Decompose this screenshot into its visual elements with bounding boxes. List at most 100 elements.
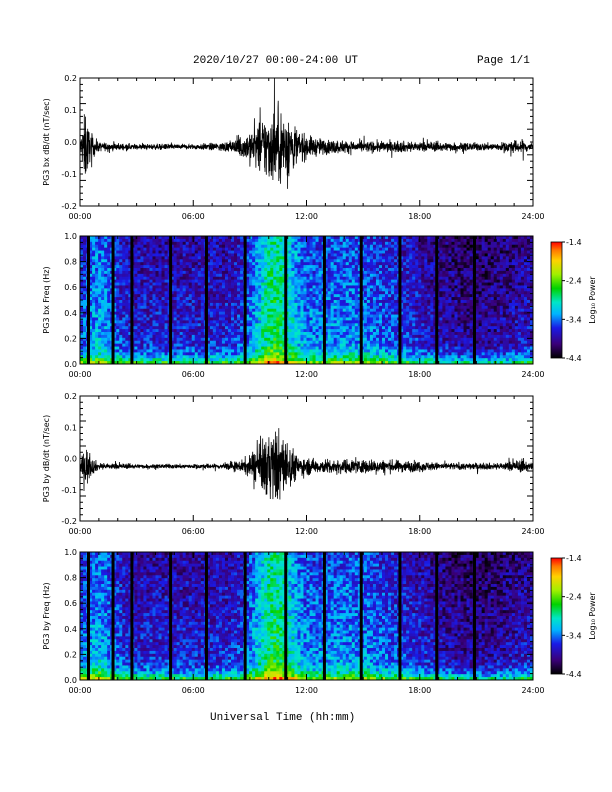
spectrogram-cell (161, 282, 165, 286)
spectrogram-cell (378, 259, 383, 263)
y-tick-label: 0.0 (64, 138, 77, 147)
spectrogram-cell (297, 273, 301, 278)
spectrogram-cell (261, 337, 265, 342)
spectrogram-cell (240, 279, 244, 283)
spectrogram-cell (143, 297, 147, 301)
spectrogram-cell (333, 305, 338, 310)
spectrogram-cell (273, 302, 277, 307)
spectrogram-cell (206, 302, 211, 307)
spectrogram-cell (176, 340, 181, 345)
spectrogram-cell (158, 259, 162, 263)
spectrogram-cell (140, 323, 144, 327)
spectrogram-cell (385, 282, 389, 286)
spectrogram-cell (237, 346, 241, 350)
spectrogram-cell (179, 343, 184, 347)
spectrogram-cell (83, 352, 87, 356)
spectrogram-cell (224, 346, 229, 350)
spectrogram-cell (385, 355, 389, 359)
spectrogram-cell (303, 294, 307, 298)
spectrogram-cell (312, 250, 316, 254)
spectrogram-cell (188, 334, 193, 339)
spectrogram-cell (345, 276, 350, 281)
spectrogram-cell (158, 297, 162, 301)
spectrogram-cell (212, 326, 217, 330)
spectrogram-cell (158, 273, 162, 278)
spectrogram-cell (354, 256, 359, 260)
spectrogram-cell (366, 285, 371, 289)
spectrogram-cell (288, 259, 292, 263)
spectrogram-cell (273, 352, 277, 356)
spectrogram-cell (400, 291, 404, 295)
spectrogram-cell (194, 349, 199, 353)
spectrogram-cell (348, 346, 353, 350)
spectrogram-cell (143, 349, 147, 353)
spectrogram-cell (89, 355, 93, 359)
spectrogram-cell (119, 241, 123, 246)
spectrogram-cell (312, 361, 316, 364)
spectrogram-cell (137, 308, 141, 313)
spectrogram-cell (342, 253, 347, 257)
spectrogram-cell (412, 282, 416, 286)
spectrogram-cell (224, 352, 229, 356)
spectrogram-cell (252, 294, 256, 298)
spectrogram-cell (240, 276, 244, 281)
spectrogram-cell (375, 314, 380, 318)
spectrogram-cell (215, 238, 220, 243)
spectrogram-cell (315, 332, 319, 336)
spectrogram-cell (300, 282, 304, 286)
spectrogram-cell (385, 358, 389, 362)
spectrogram-cell (382, 273, 386, 278)
spectrogram-cell (227, 294, 232, 298)
spectrogram-cell (122, 238, 126, 243)
spectrogram-cell (194, 355, 199, 359)
spectrogram-cell (400, 352, 404, 356)
spectrogram-cell (200, 317, 205, 321)
spectrogram-cell (276, 358, 280, 362)
spectrogram-cell (324, 311, 329, 315)
spectrogram-cell (101, 279, 105, 283)
spectrogram-cell (197, 291, 202, 295)
spectrogram-cell (261, 297, 265, 301)
spectrogram-cell (176, 276, 181, 281)
spectrogram-cell (104, 256, 108, 260)
spectrogram-cell (89, 259, 93, 263)
spectrogram-cell (324, 323, 329, 327)
spectrogram-cell (315, 259, 319, 263)
spectrogram-cell (240, 326, 244, 330)
spectrogram-cell (116, 285, 120, 289)
spectrogram-cell (375, 241, 380, 246)
spectrogram-cell (209, 291, 214, 295)
spectrogram-cell (80, 361, 84, 364)
spectrogram-cell (249, 294, 253, 298)
spectrogram-cell (179, 317, 184, 321)
spectrogram-cell (306, 332, 310, 336)
spectrogram-cell (294, 302, 298, 307)
spectrogram-cell (261, 308, 265, 313)
spectrogram-cell (191, 323, 196, 327)
spectrogram-cell (119, 326, 123, 330)
spectrogram-cell (270, 355, 274, 359)
spectrogram-cell (333, 358, 338, 362)
spectrogram-cell (357, 294, 362, 298)
spectrogram-cell (357, 358, 362, 362)
spectrogram-cell (270, 317, 274, 321)
spectrogram-cell (83, 244, 87, 249)
spectrogram-cell (261, 273, 265, 278)
spectrogram-cell (297, 320, 301, 324)
spectrogram-cell (369, 273, 374, 278)
spectrogram-cell (146, 332, 150, 336)
spectrogram-cell (101, 294, 105, 298)
spectrogram-cell (273, 265, 277, 269)
spectrogram-cell (240, 236, 244, 240)
spectrogram-cell (125, 320, 129, 324)
spectrogram-cell (104, 291, 108, 295)
spectrogram-cell (282, 355, 286, 359)
spectrogram-cell (327, 302, 332, 307)
spectrogram-cell (388, 236, 392, 240)
spectrogram-cell (276, 334, 280, 339)
spectrogram-cell (315, 291, 319, 295)
spectrogram-cell (104, 236, 108, 240)
spectrogram-cell (342, 288, 347, 292)
spectrogram-cell (357, 346, 362, 350)
spectrogram-cell (258, 285, 262, 289)
